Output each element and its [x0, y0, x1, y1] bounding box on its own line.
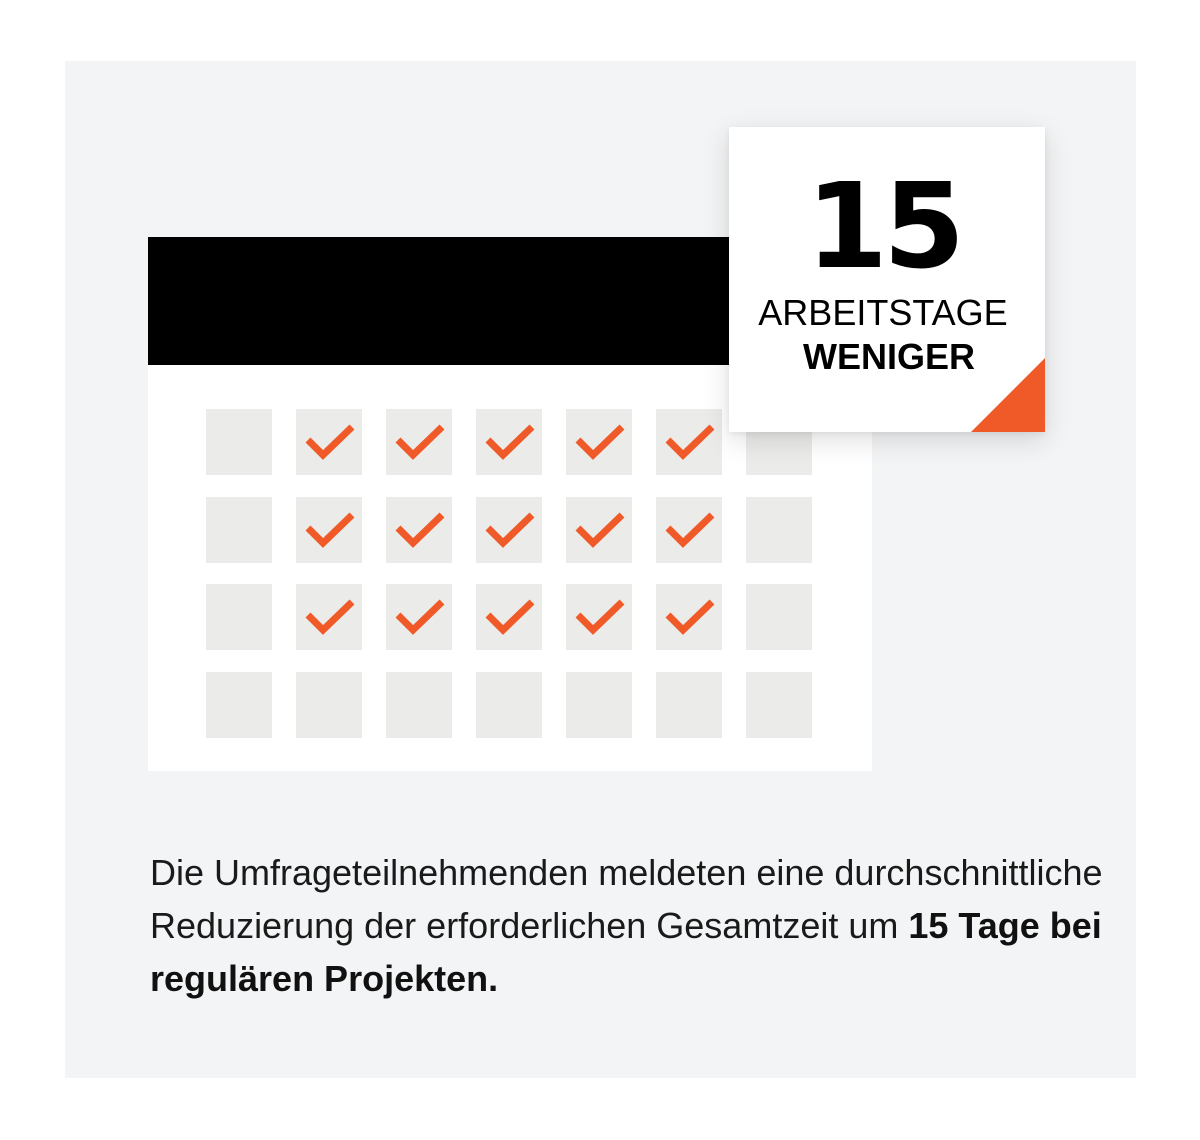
checkmark-icon — [485, 512, 535, 548]
checkmark-icon — [665, 512, 715, 548]
calendar-day-cell — [206, 409, 272, 475]
calendar-day-cell — [206, 584, 272, 650]
calendar-day-cell — [206, 672, 272, 738]
reduction-badge: 15 ARBEITSTAGE WENIGER — [729, 127, 1045, 432]
badge-label-line2: WENIGER — [802, 336, 975, 377]
caption: Die Umfrageteilnehmenden meldeten eine d… — [150, 846, 1110, 1005]
calendar-day-cell — [386, 672, 452, 738]
calendar-day-cell — [386, 497, 452, 563]
checkmark-icon — [485, 424, 535, 460]
checkmark-icon — [665, 424, 715, 460]
calendar-day-cell — [296, 672, 362, 738]
calendar-day-cell — [476, 672, 542, 738]
calendar-day-cell — [656, 672, 722, 738]
checkmark-icon — [305, 599, 355, 635]
calendar-day-cell — [476, 497, 542, 563]
calendar-day-cell — [566, 584, 632, 650]
checkmark-icon — [665, 599, 715, 635]
calendar-day-cell — [206, 497, 272, 563]
corner-triangle-icon — [971, 358, 1045, 432]
calendar-day-cell — [386, 409, 452, 475]
checkmark-icon — [575, 599, 625, 635]
checkmark-icon — [305, 424, 355, 460]
calendar-day-cell — [476, 584, 542, 650]
caption-highlight: 15 Tage bei regulären Projekten. — [150, 905, 1102, 999]
checkmark-icon — [575, 424, 625, 460]
calendar-day-cell — [296, 409, 362, 475]
badge-number: 15 — [805, 157, 965, 295]
calendar-day-cell — [746, 584, 812, 650]
checkmark-icon — [395, 512, 445, 548]
calendar-day-cell — [656, 497, 722, 563]
calendar-day-cell — [296, 497, 362, 563]
calendar-day-cell — [566, 497, 632, 563]
calendar-day-cell — [566, 672, 632, 738]
calendar-day-cell — [656, 409, 722, 475]
calendar-day-cell — [746, 497, 812, 563]
calendar-day-cell — [476, 409, 542, 475]
calendar-day-cell — [656, 584, 722, 650]
checkmark-icon — [395, 599, 445, 635]
checkmark-icon — [575, 512, 625, 548]
checkmark-icon — [395, 424, 445, 460]
calendar-day-cell — [566, 409, 632, 475]
badge-label-line1: ARBEITSTAGE — [758, 292, 1008, 333]
checkmark-icon — [485, 599, 535, 635]
caption-text: Die Umfrageteilnehmenden meldeten eine d… — [150, 852, 1103, 946]
calendar-day-cell — [386, 584, 452, 650]
calendar-day-cell — [296, 584, 362, 650]
checkmark-icon — [305, 512, 355, 548]
calendar-day-cell — [746, 672, 812, 738]
